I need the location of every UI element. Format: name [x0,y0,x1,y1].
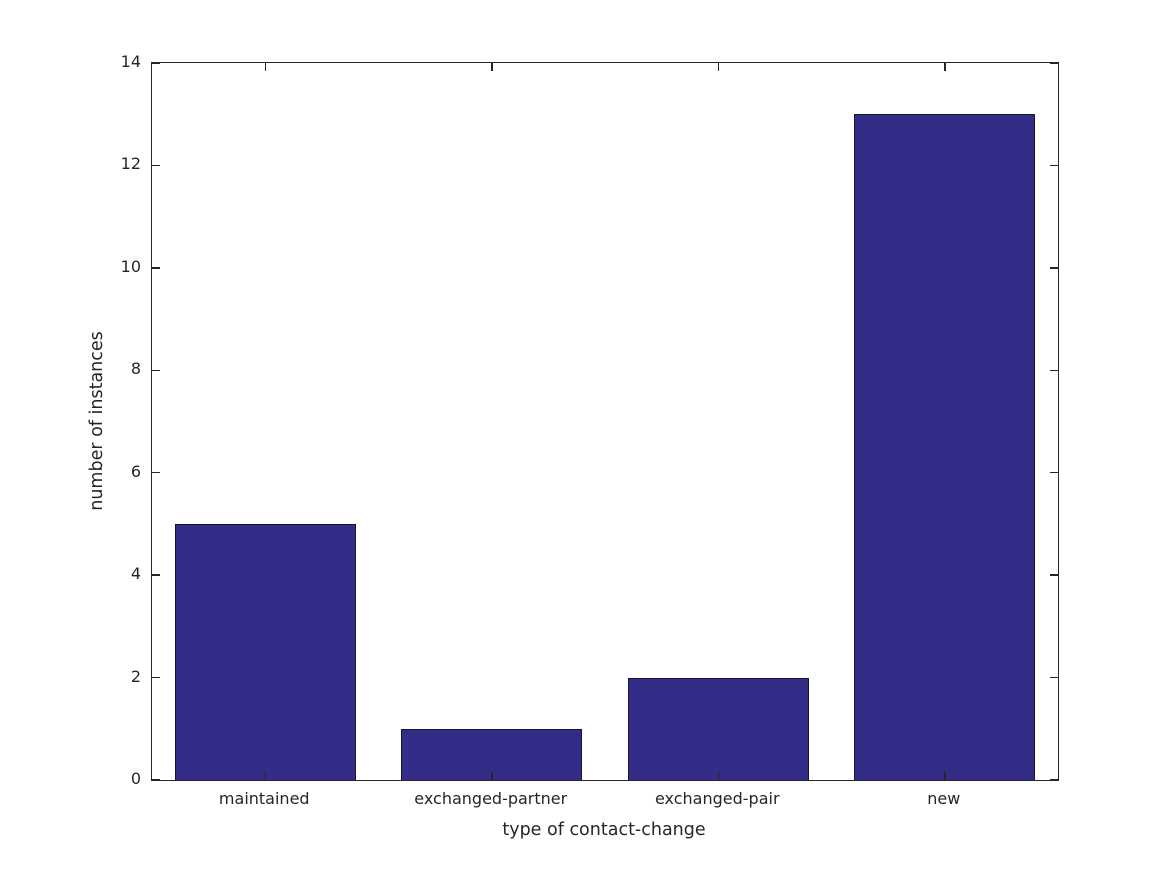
x-tick-label-maintained: maintained [218,789,310,808]
y-tick-label: 10 [120,256,141,276]
y-tick-label: 0 [130,769,141,788]
y-tick-mark [152,779,160,781]
y-tick-mark [152,471,160,474]
plot-area [151,62,1059,781]
y-tick-mark [1050,164,1058,167]
x-tick-mark [944,63,946,71]
y-tick-mark [152,676,160,679]
x-tick-mark [944,772,946,780]
y-tick-mark [152,62,160,64]
bar-exchanged-partner [401,728,583,780]
y-tick-mark [152,369,160,372]
y-tick-mark [152,267,160,269]
y-axis-label: number of instances [87,330,107,511]
y-tick-mark [152,574,160,576]
x-tick-mark [717,772,719,780]
y-tick-mark [1050,369,1058,372]
y-tick-label: 12 [120,154,141,174]
x-tick-mark [491,772,493,780]
y-tick-label: 4 [130,564,141,584]
y-tick-mark [152,164,160,167]
x-tick-label-exchanged-pair: exchanged-pair [654,789,780,808]
bar-new [854,114,1036,780]
x-tick-mark [264,63,266,71]
y-tick-mark [1050,62,1058,64]
x-tick-mark [491,63,493,71]
y-tick-mark [1050,267,1058,269]
y-tick-mark [1050,574,1058,576]
y-tick-label: 2 [130,666,141,686]
x-tick-label-exchanged-partner: exchanged-partner [414,789,568,808]
x-tick-mark [717,63,719,71]
bar-exchanged-pair [627,677,809,780]
x-tick-label-new: new [927,789,961,808]
y-tick-label: 8 [130,359,141,379]
y-tick-mark [1050,676,1058,679]
x-axis-label: type of contact-change [502,820,706,840]
y-tick-label: 14 [120,52,141,71]
bar-maintained [174,523,356,780]
y-tick-mark [1050,779,1058,781]
y-tick-label: 6 [130,461,141,481]
x-tick-mark [264,772,266,780]
y-tick-mark [1050,471,1058,474]
